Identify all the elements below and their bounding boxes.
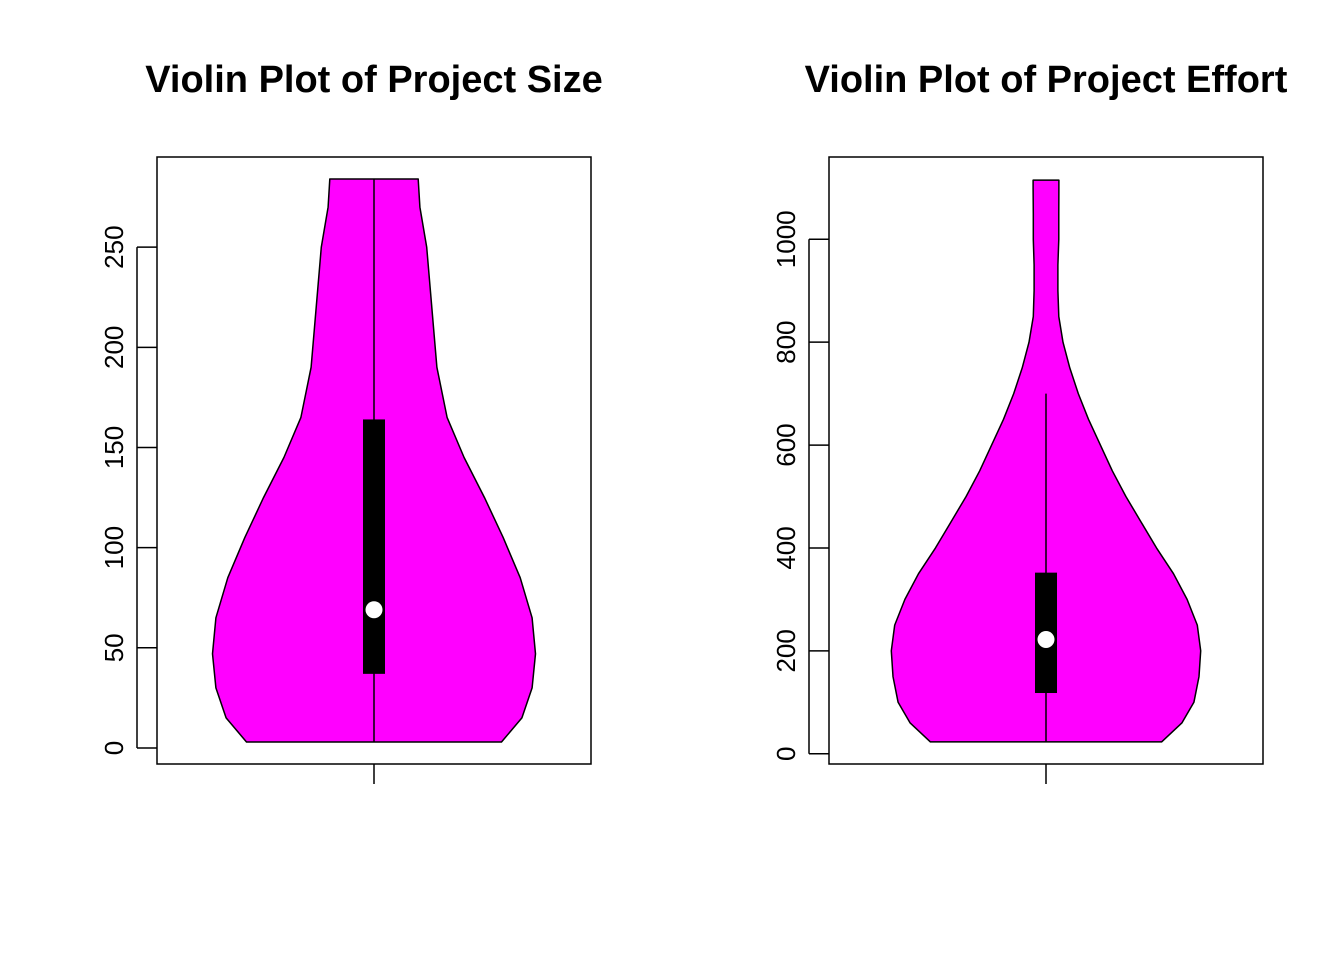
y-tick-label: 50: [99, 633, 129, 662]
panel-project-effort: Violin Plot of Project Effort 0 200 400 600…: [771, 59, 1288, 784]
y-tick-label: 1000: [771, 210, 801, 268]
y-tick-label: 600: [771, 423, 801, 466]
y-axis: 0 200 400 600 800 1000: [771, 210, 829, 761]
chart-title: Violin Plot of Project Size: [145, 59, 602, 101]
median-point: [365, 601, 383, 619]
y-tick-label: 0: [99, 741, 129, 755]
y-tick-label: 150: [99, 426, 129, 469]
iqr-box: [363, 419, 385, 674]
median-point: [1037, 631, 1055, 649]
y-tick-label: 250: [99, 225, 129, 268]
chart-title: Violin Plot of Project Effort: [805, 59, 1288, 101]
y-tick-label: 200: [771, 629, 801, 672]
violin-layer: [890, 179, 1202, 743]
y-tick-label: 800: [771, 320, 801, 363]
y-tick-label: 400: [771, 526, 801, 569]
y-tick-label: 0: [771, 746, 801, 760]
y-axis: 0 50 100 150 200 250: [99, 225, 157, 755]
y-tick-label: 200: [99, 326, 129, 369]
panel-project-size: Violin Plot of Project Size 0 50 100 150 200…: [99, 59, 603, 784]
y-tick-label: 100: [99, 526, 129, 569]
violin-layer: [211, 178, 537, 743]
